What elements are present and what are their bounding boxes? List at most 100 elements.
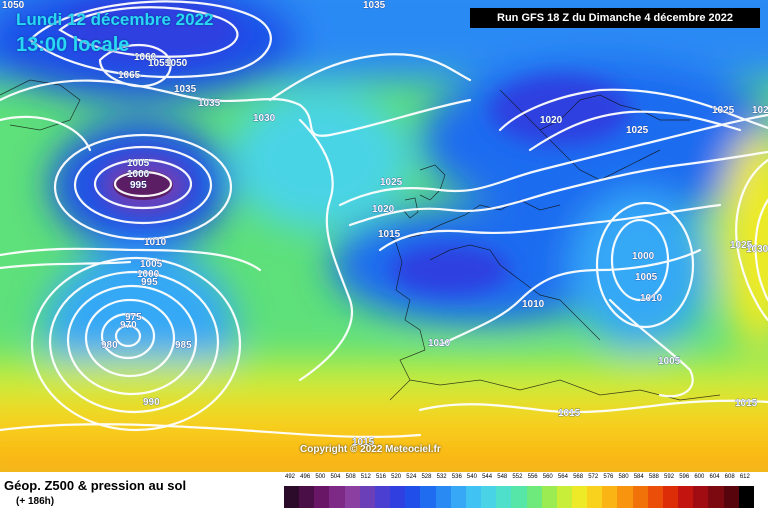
scale-swatch	[587, 486, 603, 508]
scale-labels: 492 496 500 504 508 512 516 520 524 528 532 536 540 5…	[284, 474, 754, 484]
isobar-label: 995	[130, 180, 147, 191]
isobar-label: 1000	[632, 251, 655, 262]
isobar-label: 1010	[428, 338, 451, 349]
scale-label: 520	[391, 474, 402, 480]
scale-label: 508	[345, 474, 356, 480]
scale-label: 552	[512, 474, 523, 480]
isobar-label: 1005	[658, 356, 681, 367]
isobar-label: 995	[141, 277, 158, 288]
scale-swatch	[617, 486, 633, 508]
scale-swatch	[344, 486, 360, 508]
isobar-label: 970	[120, 320, 137, 331]
scale-swatch	[496, 486, 512, 508]
scale-label: 564	[557, 474, 568, 480]
isobar-label: 1010	[144, 237, 167, 248]
scale-swatch	[481, 486, 497, 508]
isobar-label: 1015	[558, 408, 581, 419]
isobar-label: 102	[752, 105, 768, 116]
forecast-time: 13:00 locale	[16, 34, 130, 56]
scale-label: 512	[360, 474, 371, 480]
scale-swatch	[299, 486, 315, 508]
field-scandi-core	[490, 75, 630, 145]
forecast-date: Lundi 12 décembre 2022	[16, 10, 214, 29]
color-scale	[284, 486, 754, 508]
isobar-label: 1035	[363, 0, 386, 11]
scale-swatch	[738, 486, 754, 508]
isobars	[0, 0, 768, 438]
isobar-label: 1060	[134, 52, 157, 63]
scale-swatch	[405, 486, 421, 508]
legend-subtitle: (+ 186h)	[16, 496, 55, 507]
isobar-label: 1020	[540, 115, 563, 126]
low-core	[113, 170, 173, 200]
scale-label: 568	[573, 474, 584, 480]
isobar-label: 980	[101, 340, 118, 351]
isobar-label: 990	[143, 397, 160, 408]
footer-legend: Géop. Z500 & pression au sol (+ 186h) 49…	[0, 472, 768, 512]
scale-swatch	[390, 486, 406, 508]
scale-swatch	[723, 486, 739, 508]
isobar-label: 1065	[118, 70, 141, 81]
isobar-label: 1010	[522, 299, 545, 310]
scale-swatch	[632, 486, 648, 508]
scale-label: 504	[330, 474, 341, 480]
scale-label: 500	[315, 474, 326, 480]
scale-swatch	[450, 486, 466, 508]
scale-label: 532	[436, 474, 447, 480]
scale-label: 548	[497, 474, 508, 480]
isobar-label: 1005	[127, 158, 150, 169]
scale-swatch	[511, 486, 527, 508]
scale-swatch	[526, 486, 542, 508]
scale-swatch	[314, 486, 330, 508]
scale-swatch	[693, 486, 709, 508]
scale-label: 608	[724, 474, 735, 480]
isobar-label: 1035	[198, 98, 221, 109]
scale-swatch	[359, 486, 375, 508]
scale-swatch	[541, 486, 557, 508]
scale-swatch	[571, 486, 588, 508]
isobar-labels: 1050 1035 1065 1060 1055 1050 1035 1035 …	[2, 0, 768, 448]
scale-label: 496	[300, 474, 311, 480]
isobar-label: 1055	[148, 58, 171, 69]
isobar-label: 1015	[352, 437, 375, 448]
scale-label: 580	[618, 474, 629, 480]
isobar-label: 1015	[735, 398, 758, 409]
scale-swatch	[708, 486, 724, 508]
scale-label: 612	[739, 474, 750, 480]
isobar-label: 1050	[165, 58, 188, 69]
field-france-core	[390, 245, 510, 295]
scale-swatch	[602, 486, 618, 508]
isobar-label: 1030	[253, 113, 276, 124]
scale-swatch	[420, 486, 436, 508]
field-east-warm	[720, 130, 768, 350]
scale-label: 524	[406, 474, 417, 480]
scale-label: 604	[709, 474, 720, 480]
isobar-label: 1010	[640, 293, 663, 304]
scale-label: 528	[421, 474, 432, 480]
scale-label: 560	[542, 474, 553, 480]
copyright-notice: Copyright © 2022 Meteociel.fr	[300, 444, 441, 455]
isobar-label: 1050	[2, 0, 25, 11]
isobar-label: 1000	[137, 269, 160, 280]
scale-swatch	[678, 486, 694, 508]
scale-swatch	[662, 486, 679, 508]
scale-label: 600	[694, 474, 705, 480]
scale-label: 540	[466, 474, 477, 480]
pressure-map: 1050 1035 1065 1060 1055 1050 1035 1035 …	[0, 0, 768, 472]
field-south-orange	[0, 440, 768, 472]
scale-swatch	[647, 486, 663, 508]
scale-swatch	[556, 486, 572, 508]
scale-label: 536	[451, 474, 462, 480]
isobar-label: 1025	[626, 125, 649, 136]
scale-label: 572	[588, 474, 599, 480]
isobar-label: 975	[125, 312, 142, 323]
isobar-label: 1025	[712, 105, 735, 116]
scale-label: 516	[375, 474, 386, 480]
scale-label: 576	[603, 474, 614, 480]
isobar-label: 985	[175, 340, 192, 351]
isobar-label: 1030	[746, 244, 768, 255]
isobar-label: 1015	[378, 229, 401, 240]
scale-swatch	[329, 486, 345, 508]
scale-label: 592	[664, 474, 675, 480]
